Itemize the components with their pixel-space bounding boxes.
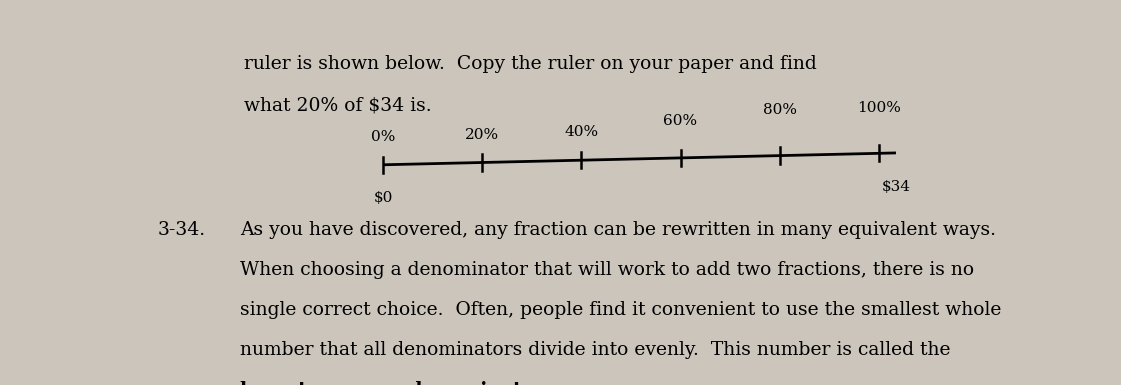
Text: 0%: 0% <box>371 130 396 144</box>
Text: 40%: 40% <box>564 126 599 139</box>
Text: 80%: 80% <box>762 103 797 117</box>
Text: 60%: 60% <box>664 114 697 128</box>
Text: what 20% of $34 is.: what 20% of $34 is. <box>244 97 432 115</box>
Text: $34: $34 <box>881 179 910 194</box>
Text: As you have discovered, any fraction can be rewritten in many equivalent ways.: As you have discovered, any fraction can… <box>240 221 997 239</box>
Text: ruler is shown below.  Copy the ruler on your paper and find: ruler is shown below. Copy the ruler on … <box>244 55 817 73</box>
Text: lowest common denominator.: lowest common denominator. <box>240 381 549 385</box>
Text: 100%: 100% <box>856 101 900 115</box>
Text: single correct choice.  Often, people find it convenient to use the smallest who: single correct choice. Often, people fin… <box>240 301 1001 319</box>
Text: 20%: 20% <box>465 128 500 142</box>
Text: When choosing a denominator that will work to add two fractions, there is no: When choosing a denominator that will wo… <box>240 261 974 279</box>
Text: number that all denominators divide into evenly.  This number is called the: number that all denominators divide into… <box>240 341 951 359</box>
Text: 3-34.: 3-34. <box>157 221 205 239</box>
Text: $0: $0 <box>373 191 393 206</box>
